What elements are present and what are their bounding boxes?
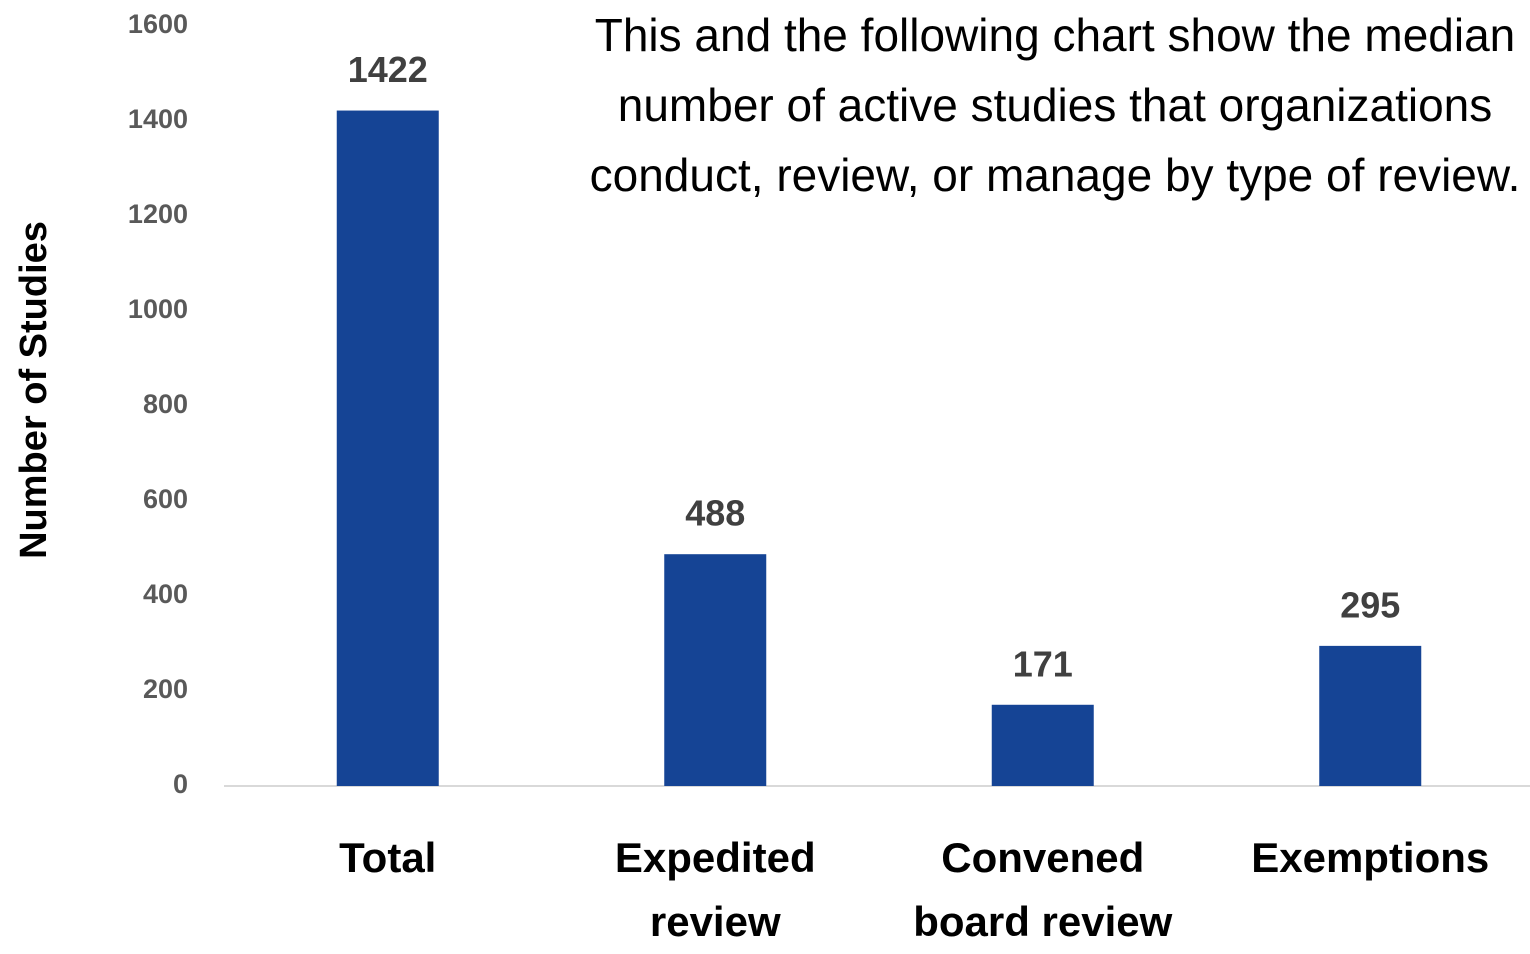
- x-tick-label: Total: [339, 834, 437, 881]
- y-axis-label: Number of Studies: [13, 221, 55, 559]
- bar: [336, 110, 439, 787]
- data-label: 488: [685, 493, 745, 534]
- x-tick-label: Exemptions: [1251, 834, 1490, 881]
- bar: [1319, 645, 1422, 786]
- x-tick-label: Convened board review: [913, 834, 1173, 945]
- x-tick-label: Expedited review: [614, 834, 816, 945]
- y-tick-label: 1600: [128, 9, 188, 39]
- y-tick-label: 800: [143, 389, 188, 419]
- y-tick-label: 1400: [128, 104, 188, 134]
- y-tick-label: 200: [143, 674, 188, 704]
- bar: [991, 704, 1094, 786]
- y-tick-label: 600: [143, 484, 188, 514]
- annotation: This and the following chart show the me…: [589, 9, 1521, 201]
- y-tick-label: 1000: [128, 294, 188, 324]
- data-label: 295: [1340, 584, 1400, 625]
- data-label: 1422: [348, 49, 428, 90]
- y-tick-label: 0: [173, 769, 188, 799]
- y-tick-label: 400: [143, 579, 188, 609]
- data-label: 171: [1013, 643, 1073, 684]
- bar: [664, 554, 767, 786]
- y-tick-label: 1200: [128, 199, 188, 229]
